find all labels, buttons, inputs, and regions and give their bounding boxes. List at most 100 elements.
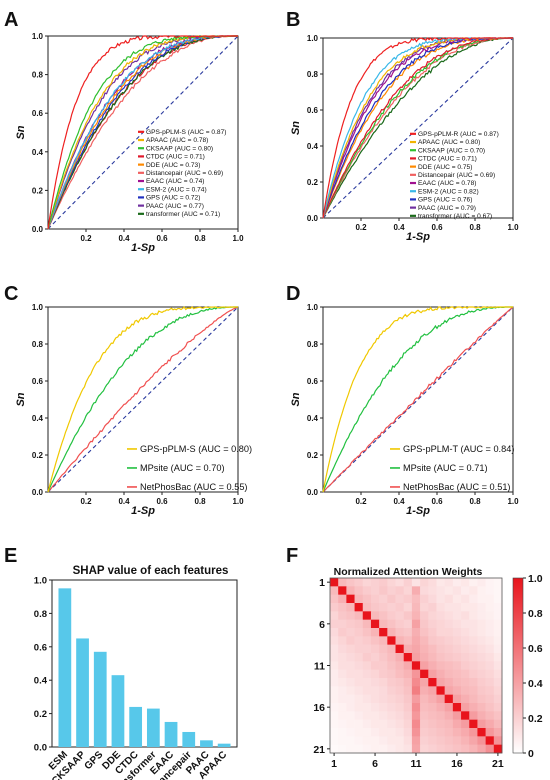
plot-frame [322, 306, 514, 493]
heatmap-cell [452, 678, 462, 687]
heatmap-cell [436, 594, 445, 604]
heatmap-cell [395, 736, 405, 745]
legend-entry: EAAC (AUC = 0.74) [146, 178, 204, 185]
heatmap-cell [428, 686, 437, 695]
x-axis-label: 1-Sp [406, 505, 430, 517]
heatmap-cell [493, 644, 503, 654]
y-tick-label: 11 [314, 661, 325, 673]
heatmap-cell [477, 736, 486, 745]
heatmap-cell [452, 628, 462, 637]
heatmap-cell [354, 728, 364, 737]
roc-curve-series [322, 37, 514, 219]
roc-curve-series [47, 35, 238, 230]
heatmap-cell [485, 678, 495, 687]
heatmap-cell [362, 628, 372, 637]
heatmap-cell [493, 611, 503, 620]
heatmap-cell [485, 719, 495, 729]
heatmap-cell [469, 669, 478, 679]
heatmap-cell [330, 744, 339, 754]
heatmap-cell [338, 744, 347, 754]
y-tick-label: 0.4 [34, 676, 48, 687]
heatmap-cell [354, 694, 364, 704]
heatmap-cell [444, 719, 454, 729]
heatmap-cell [444, 586, 454, 595]
heatmap-cell [477, 678, 486, 687]
x-tick-label: 0.6 [431, 497, 443, 506]
heatmap-cell [346, 619, 355, 629]
heatmap-cell [354, 661, 364, 670]
y-tick-label: 0.8 [307, 340, 319, 349]
heatmap-cell [403, 728, 413, 737]
bar [76, 638, 89, 747]
heatmap-cell [444, 661, 454, 670]
x-axis-label: 1-Sp [406, 231, 430, 243]
heatmap-cell [387, 694, 396, 704]
heatmap-cell [452, 744, 462, 754]
heatmap-cell [420, 628, 429, 637]
heatmap-cell [395, 694, 405, 704]
y-tick-label: 1.0 [34, 576, 47, 587]
heatmap-cell [485, 586, 495, 595]
y-tick-label: 0.4 [307, 142, 319, 151]
heatmap-cell [346, 636, 355, 645]
y-axis-label: Sn [290, 121, 302, 135]
heatmap-cell [362, 719, 372, 729]
heatmap-cell [444, 728, 454, 737]
heatmap-cell [330, 586, 339, 595]
heatmap-cell [338, 669, 347, 679]
heatmap-cell [395, 644, 405, 654]
roc-panel-a: A 0.0 0.2 0.4 0.6 0.8 1.0 0.2 0.4 0.6 0.8 1.0 1-Sp Sn… [4, 9, 244, 254]
heatmap-cell [403, 619, 413, 629]
heatmap-cell [436, 744, 445, 754]
heatmap-cell [387, 644, 396, 654]
x-tick-label: 0.4 [118, 234, 130, 243]
heatmap-cell [370, 653, 380, 662]
legend-entry: DDE (AUC = 0.75) [418, 164, 472, 171]
colorbar [512, 577, 524, 754]
heatmap-cell [346, 711, 355, 720]
y-tick-label: 0.2 [32, 186, 44, 195]
heatmap-cell [330, 628, 339, 637]
y-tick-label: 0.0 [32, 488, 44, 497]
heatmap-cell [330, 728, 339, 737]
y-tick-label: 0.6 [307, 377, 319, 386]
heatmap-cell [485, 636, 495, 645]
heatmap-cell [461, 636, 470, 645]
heatmap-cell [469, 644, 478, 654]
heatmap-cell [346, 719, 355, 729]
heatmap-cell [379, 736, 388, 745]
heatmap-cell [452, 578, 462, 587]
heatmap-cell [477, 578, 486, 587]
heatmap-cell [477, 619, 486, 629]
heatmap-cell [485, 728, 495, 737]
heatmap-cell [469, 694, 478, 704]
heatmap-cell [428, 611, 437, 620]
y-tick-label: 0.6 [32, 377, 44, 386]
heatmap-cell [330, 619, 339, 629]
heatmap-cell [436, 736, 445, 745]
heatmap-cell [395, 661, 405, 670]
heatmap-cell [395, 703, 405, 712]
heatmap-cell [346, 644, 355, 654]
heatmap-cell [469, 594, 478, 604]
heatmap-cell [452, 586, 462, 595]
heatmap-cell [444, 578, 454, 587]
heatmap-cell [403, 711, 413, 720]
heatmap-cell [469, 586, 478, 595]
heatmap-cell [346, 669, 355, 679]
heatmap-cell [346, 661, 355, 670]
heatmap-cell [403, 578, 413, 587]
heatmap-cell [420, 644, 429, 654]
heatmap-cell [469, 661, 478, 670]
heatmap-cell [428, 719, 437, 729]
x-tick-label: 0.4 [393, 223, 405, 232]
heatmap-cell [395, 669, 405, 679]
x-tick-label: 0.8 [469, 497, 481, 506]
heatmap-cell [428, 644, 437, 654]
heatmap-cell [420, 669, 429, 679]
heatmap-cell [387, 586, 396, 595]
heatmap-cell [403, 628, 413, 637]
x-tick-label: 0.4 [393, 497, 405, 506]
y-tick-label: 0.6 [307, 106, 319, 115]
heatmap-cell [477, 644, 486, 654]
